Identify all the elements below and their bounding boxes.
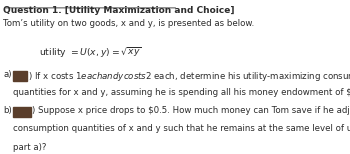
- Text: ) If x costs $1 each and y costs $2 each, determine his utility-maximizing consu: ) If x costs $1 each and y costs $2 each…: [28, 70, 350, 83]
- Text: consumption quantities of x and y such that he remains at the same level of util: consumption quantities of x and y such t…: [13, 124, 350, 133]
- FancyBboxPatch shape: [13, 71, 28, 81]
- Text: quantities for x and y, assuming he is spending all his money endowment of $10.: quantities for x and y, assuming he is s…: [13, 88, 350, 97]
- Text: utility $= U(x, y) = \sqrt{xy}$: utility $= U(x, y) = \sqrt{xy}$: [39, 45, 142, 60]
- Text: Question 1. [Utility Maximization and Choice]: Question 1. [Utility Maximization and Ch…: [3, 6, 235, 15]
- Text: b): b): [3, 106, 12, 115]
- Text: Tom’s utility on two goods, x and y, is presented as below.: Tom’s utility on two goods, x and y, is …: [3, 19, 254, 28]
- Text: a): a): [3, 70, 12, 79]
- FancyBboxPatch shape: [13, 107, 31, 117]
- Text: part a)?: part a)?: [13, 143, 46, 152]
- Text: ) Suppose x price drops to $0.5. How much money can Tom save if he adjusts his: ) Suppose x price drops to $0.5. How muc…: [32, 106, 350, 115]
